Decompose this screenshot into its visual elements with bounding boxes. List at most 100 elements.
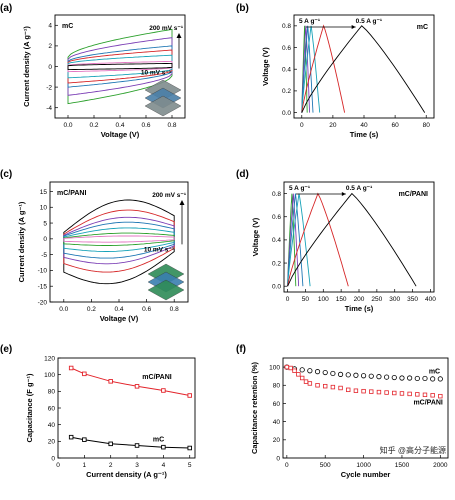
data-point [376,389,382,395]
y-tick-label: 100 [44,372,55,379]
data-point [330,384,336,390]
gcd-curve-2 [301,25,314,113]
y-tick-label: 10 [40,205,48,212]
data-point [438,393,443,399]
data-point [376,374,382,380]
y-tick-label: 100 [269,364,280,371]
y-tick-label: 80 [48,389,56,396]
current-low-label: 0.5 A g⁻¹ [356,18,382,25]
data-point [161,388,166,393]
cv-curve-200mV [63,199,175,285]
series-label-mc: mC [153,436,164,443]
x-axis-label: Voltage (V) [101,130,140,139]
data-point [399,391,405,396]
data-point [430,376,436,382]
material-inset-icon [147,263,185,301]
data-point [134,384,140,389]
cv-curve-20mV [67,60,173,73]
material-label: mC/PANI [399,191,428,198]
series-label-mc-pani: mC/PANI [413,399,442,406]
y-tick-label: 0.0 [282,110,291,117]
cv-curve-50mV [67,54,173,79]
x-tick-label: 400 [425,296,436,303]
y-tick-label: 4 [48,23,52,30]
x-tick-label: 150 [336,296,347,303]
y-tick-label: 0 [51,455,55,462]
material-inset-icon [144,79,182,117]
y-tick-label: 5 [43,220,47,227]
data-point [399,375,405,381]
current-high-label: 5 A g⁻¹ [289,185,310,192]
arrow-head [341,192,346,196]
data-point [322,369,328,376]
cv-curve-100mV [63,216,175,265]
y-tick-label: 0.6 [282,45,291,52]
x-axis-label: Voltage (V) [100,314,139,323]
x-tick-label: 4 [162,462,166,469]
plot-frame [293,14,435,119]
cv-curve-200mV [67,28,173,105]
x-axis-label: Cycle number [341,470,391,479]
data-point [296,372,301,377]
data-point [437,376,443,382]
data-point [108,441,113,447]
data-point [422,375,428,382]
x-tick-label: 500 [320,462,331,469]
data-point [299,367,305,373]
x-tick-label: 40 [360,122,368,129]
plot-frame [57,357,196,459]
data-point [307,381,313,386]
y-tick-label: -2 [46,84,52,91]
panel-d: (d) 0 50 100 150 200 250 300 350 400 0.0 0.2 0.4 0.6 0… [236,169,436,313]
x-tick-label: 60 [391,122,399,129]
cv-curve-80mV [67,49,173,84]
panel-label: (f) [236,344,246,355]
material-label: mC [62,23,73,30]
panel-label: (e) [0,344,12,355]
gcd-curve-3 [301,25,321,113]
arrow-head [351,25,356,29]
y-tick-label: 0.0 [272,284,281,291]
cv-curve-150mV [63,209,175,273]
y-tick-label: 40 [273,419,281,426]
cv-curve-100mV [67,45,173,88]
gcd-curve-0 [287,193,297,287]
panel-label: (a) [0,3,12,14]
panel-label: (b) [236,3,249,14]
data-point [82,437,87,442]
data-point [430,393,435,398]
current-low-label: 0.5 A g⁻¹ [346,185,372,192]
gcd-curve-5 [301,25,426,113]
arrow-head [179,200,185,205]
data-point [337,371,344,377]
data-point [360,373,367,379]
scan-rate-high: 200 mV s⁻¹ [149,25,183,32]
data-point [330,370,336,377]
cv-curve-50mV [63,227,175,252]
x-tick-label: 0.0 [59,306,68,313]
x-tick-label: 0 [56,462,60,469]
x-tick-label: 350 [407,296,418,303]
x-axis-label: Time (s) [350,130,379,139]
y-axis-label: Voltage (V) [261,47,270,86]
cv-curve-80mV [63,221,175,259]
x-tick-label: 3 [135,462,139,469]
data-point [407,391,412,397]
x-tick-label: 1 [83,462,87,469]
layer-sheet [147,279,185,301]
x-tick-label: 0.4 [114,306,123,313]
x-tick-label: 1000 [356,462,371,469]
x-tick-label: 0 [286,296,290,303]
x-tick-label: 250 [371,296,382,303]
y-tick-label: 120 [44,355,55,362]
data-point [407,375,413,381]
scan-rate-high: 200 mV s⁻¹ [152,192,186,199]
x-tick-label: 0.8 [170,306,179,313]
panel-b: (b) 0 20 40 60 80 0.0 0.2 0.4 0.6 0.8 Time (s) Volta… [236,3,435,139]
data-point [292,368,297,373]
data-point [353,372,359,378]
data-point [314,369,321,375]
y-tick-label: -20 [38,299,48,306]
y-tick-label: 0.8 [272,191,281,198]
